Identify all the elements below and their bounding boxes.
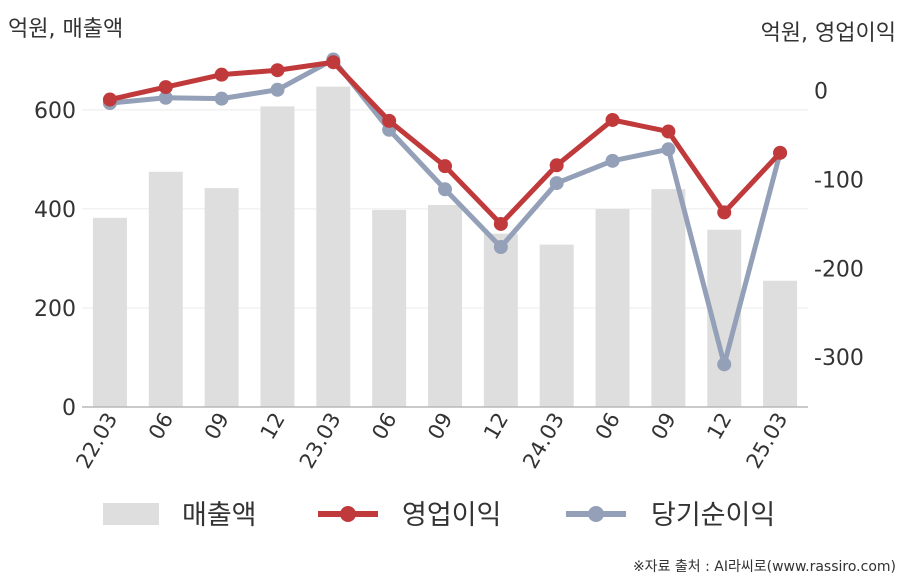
left-axis-unit-label: 억원, 매출액 <box>8 17 123 42</box>
series-point <box>438 159 452 174</box>
bar <box>651 189 686 407</box>
x-tick-label: 22.03 <box>71 409 122 473</box>
bar <box>539 244 574 407</box>
x-tick-label: 23.03 <box>295 409 346 473</box>
series-point <box>438 182 452 197</box>
legend-label-net-income: 당기순이익 <box>651 500 775 531</box>
left-tick-label: 600 <box>34 99 76 124</box>
x-tick-label: 12 <box>256 409 290 444</box>
right-tick-label: -200 <box>814 257 864 282</box>
legend-swatch-sales <box>103 503 159 525</box>
series-point <box>549 158 564 173</box>
bar-series-sales <box>92 86 798 408</box>
series-point <box>214 67 229 82</box>
right-axis-ticks: 0 -100 -200 -300 <box>814 80 864 372</box>
bar <box>92 217 127 407</box>
right-tick-label: -300 <box>814 346 864 371</box>
series-point <box>158 90 173 105</box>
x-tick-label: 09 <box>423 409 457 444</box>
legend: 매출액 영업이익 당기순이익 <box>103 500 775 531</box>
series-point <box>270 82 285 97</box>
series-point <box>214 91 229 106</box>
legend-swatch-net-income-marker <box>588 506 604 522</box>
bar <box>260 106 295 407</box>
line-series-group <box>102 52 788 372</box>
left-tick-label: 200 <box>34 297 76 322</box>
x-tick-label: 25.03 <box>742 409 793 473</box>
bar <box>316 86 351 408</box>
series-point <box>102 92 117 107</box>
left-tick-label: 0 <box>62 396 76 421</box>
series-point <box>717 205 732 220</box>
bar <box>595 208 630 407</box>
left-axis-ticks: 0 200 400 600 <box>34 99 76 421</box>
series-point <box>605 153 620 168</box>
x-tick-label: 06 <box>591 409 625 444</box>
bar <box>148 171 183 407</box>
bar <box>204 188 239 407</box>
legend-swatch-operating-profit-marker <box>340 506 356 522</box>
series-point <box>605 112 620 127</box>
series-point <box>661 142 676 157</box>
x-tick-label: 06 <box>144 409 178 444</box>
right-tick-label: -100 <box>814 169 864 194</box>
series-point <box>773 145 788 160</box>
series-point <box>493 240 508 255</box>
series-point <box>270 63 285 78</box>
right-tick-label: 0 <box>814 80 828 105</box>
legend-label-sales: 매출액 <box>182 500 257 531</box>
series-point <box>661 124 676 139</box>
x-tick-label: 06 <box>367 409 401 444</box>
x-tick-label: 12 <box>479 409 513 444</box>
source-credit: ※자료 출처 : AI라씨로(www.rassiro.com) <box>633 559 896 575</box>
bar <box>372 209 407 407</box>
x-tick-label: 09 <box>200 409 234 444</box>
bar <box>428 204 462 407</box>
x-tick-label: 12 <box>702 409 736 444</box>
series-point <box>382 113 397 128</box>
bar <box>763 280 798 407</box>
series-point <box>717 357 732 372</box>
x-tick-label: 09 <box>647 409 681 444</box>
legend-label-operating-profit: 영업이익 <box>402 500 501 531</box>
x-axis-ticks: 22.03 06 09 12 23.03 06 09 12 24.03 06 09 12 25.03 <box>71 409 792 473</box>
series-point <box>158 80 173 95</box>
bar <box>483 233 518 407</box>
series-point <box>549 176 564 191</box>
series-point <box>493 216 508 231</box>
x-tick-label: 24.03 <box>518 409 569 473</box>
right-axis-unit-label: 억원, 영업이익 <box>761 21 896 46</box>
left-tick-label: 400 <box>34 198 76 223</box>
series-point <box>326 55 341 70</box>
